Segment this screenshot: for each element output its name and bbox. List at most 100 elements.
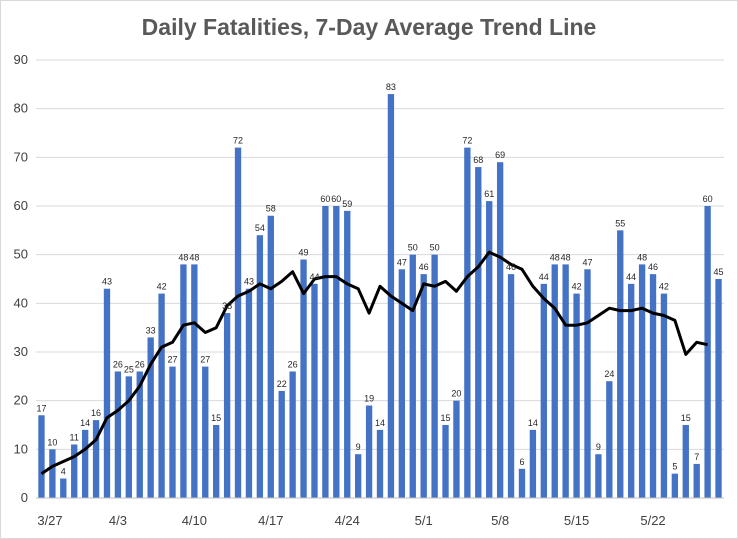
bar [453, 401, 459, 498]
data-label: 55 [615, 218, 625, 228]
x-tick-label: 4/17 [258, 513, 283, 528]
data-label: 72 [462, 136, 472, 146]
data-label: 60 [331, 194, 341, 204]
bar [300, 260, 306, 498]
bar [180, 264, 186, 498]
data-label: 42 [572, 282, 582, 292]
x-tick-label: 4/10 [182, 513, 207, 528]
bar [344, 211, 350, 498]
data-label: 48 [189, 252, 199, 262]
bar [224, 313, 230, 498]
data-label: 14 [375, 418, 385, 428]
data-label: 69 [495, 150, 505, 160]
data-label: 42 [157, 282, 167, 292]
data-label: 43 [102, 277, 112, 287]
x-tick-label: 3/27 [37, 513, 62, 528]
bar [38, 415, 44, 498]
x-tick-label: 5/1 [415, 513, 433, 528]
data-label: 61 [484, 189, 494, 199]
x-tick-label: 5/22 [640, 513, 665, 528]
data-label: 44 [309, 272, 319, 282]
data-label: 47 [582, 257, 592, 267]
data-label: 58 [266, 204, 276, 214]
data-label: 50 [430, 243, 440, 253]
bar [497, 162, 503, 498]
bar [355, 454, 361, 498]
data-label: 48 [561, 252, 571, 262]
bar [158, 294, 164, 498]
bar [366, 406, 372, 498]
data-label: 54 [255, 223, 265, 233]
data-label: 16 [91, 408, 101, 418]
data-label: 24 [604, 369, 614, 379]
bar [71, 444, 77, 498]
bar [82, 430, 88, 498]
bar [169, 367, 175, 498]
data-label: 45 [714, 267, 724, 277]
bar [530, 430, 536, 498]
data-label: 6 [519, 457, 524, 467]
y-tick-label: 80 [14, 101, 28, 116]
bar [650, 274, 656, 498]
chart-plot: 171041114164326 25 2633422748 4827153872435… [0, 0, 738, 539]
bar [595, 454, 601, 498]
bar [519, 469, 525, 498]
bar [552, 264, 558, 498]
data-label: 48 [550, 252, 560, 262]
data-label: 25 [124, 364, 134, 374]
bar [694, 464, 700, 498]
bar [93, 420, 99, 498]
x-tick-label: 5/8 [491, 513, 509, 528]
y-tick-label: 90 [14, 52, 28, 67]
data-label: 15 [211, 413, 221, 423]
data-label: 9 [596, 442, 601, 452]
bar [60, 479, 66, 498]
data-label: 50 [408, 243, 418, 253]
data-label: 47 [397, 257, 407, 267]
bar [257, 235, 263, 498]
data-label: 11 [70, 432, 79, 442]
y-tick-label: 10 [14, 441, 28, 456]
x-tick-label: 4/3 [109, 513, 127, 528]
bar [617, 230, 623, 498]
data-label: 19 [364, 394, 374, 404]
data-label: 5 [672, 462, 677, 472]
y-tick-label: 20 [14, 393, 28, 408]
x-tick-label: 5/15 [564, 513, 589, 528]
bar [464, 148, 470, 498]
data-label: 33 [146, 325, 156, 335]
data-label: 43 [244, 277, 254, 287]
bar [508, 274, 514, 498]
data-label: 26 [135, 359, 145, 369]
data-label: 46 [648, 262, 658, 272]
bar [246, 289, 252, 498]
data-label: 26 [113, 359, 123, 369]
bar [683, 425, 689, 498]
data-label: 7 [694, 452, 699, 462]
data-label: 9 [356, 442, 361, 452]
bar [49, 449, 55, 498]
data-label: 60 [320, 194, 330, 204]
data-label: 22 [277, 379, 287, 389]
bar [715, 279, 721, 498]
y-tick-label: 70 [14, 149, 28, 164]
data-label: 4 [61, 467, 66, 477]
data-label: 68 [473, 155, 483, 165]
bar [126, 376, 132, 498]
data-label: 48 [637, 252, 647, 262]
bar [639, 264, 645, 498]
bar [442, 425, 448, 498]
data-label: 17 [36, 403, 46, 413]
bar [322, 206, 328, 498]
data-label: 15 [681, 413, 691, 423]
data-label: 59 [342, 199, 352, 209]
data-label: 46 [506, 262, 516, 272]
x-tick-label: 4/24 [335, 513, 360, 528]
bar [606, 381, 612, 498]
data-label: 72 [233, 136, 243, 146]
data-label: 44 [539, 272, 549, 282]
data-label: 10 [47, 437, 57, 447]
bar [410, 255, 416, 498]
bar [672, 474, 678, 498]
data-label: 15 [441, 413, 451, 423]
